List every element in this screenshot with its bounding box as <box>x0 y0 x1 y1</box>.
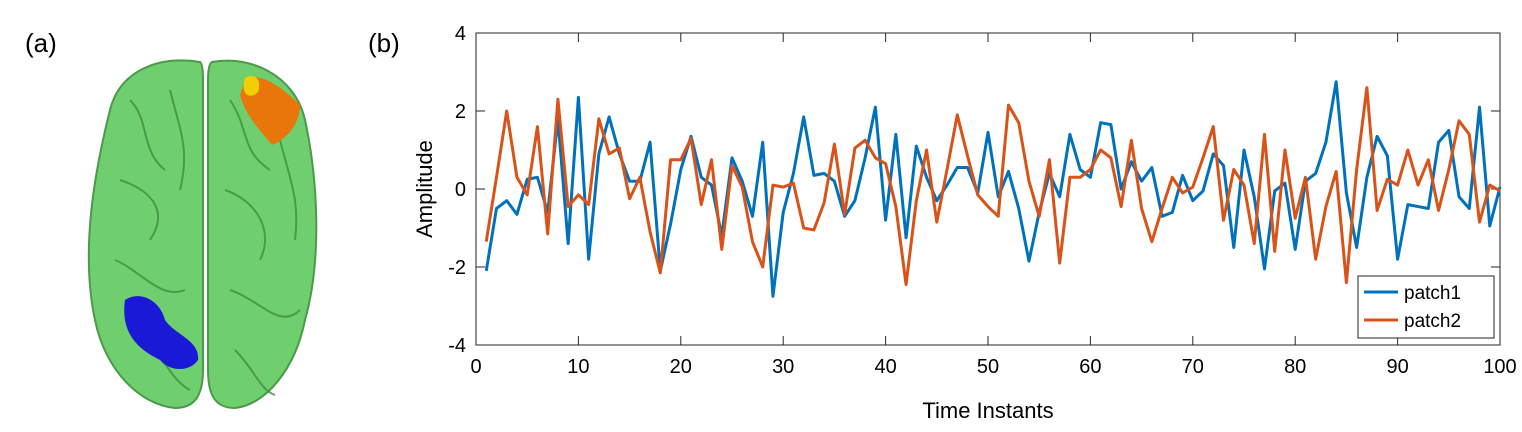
brain-image <box>87 59 318 410</box>
x-tick-label: 50 <box>977 356 999 378</box>
y-tick-label: 0 <box>455 179 466 201</box>
legend-label: patch2 <box>1404 311 1461 332</box>
y-tick-label: 4 <box>455 23 466 45</box>
x-tick-label: 10 <box>567 356 589 378</box>
legend-label: patch1 <box>1404 283 1461 304</box>
x-tick-label: 100 <box>1483 356 1516 378</box>
legend-box <box>1357 275 1495 339</box>
x-axis-label: Time Instants <box>922 398 1053 423</box>
x-tick-label: 70 <box>1182 356 1204 378</box>
x-tick-label: 30 <box>772 356 794 378</box>
y-tick-label: -4 <box>448 335 466 357</box>
panel-label: (a) <box>25 28 57 58</box>
y-axis-label: Amplitude <box>412 140 437 238</box>
x-tick-label: 60 <box>1079 356 1101 378</box>
x-tick-label: 80 <box>1284 356 1306 378</box>
x-tick-label: 40 <box>874 356 896 378</box>
series-line <box>484 86 1501 287</box>
x-tick-label: 20 <box>670 356 692 378</box>
y-tick-label: -2 <box>448 257 466 279</box>
series-line <box>484 80 1502 298</box>
legend: patch1 patch2 <box>1357 275 1495 339</box>
x-tick-label: 0 <box>470 356 481 378</box>
y-tick-label: 2 <box>455 101 466 123</box>
x-tick-label: 90 <box>1386 356 1408 378</box>
panel-label: (b) <box>368 28 400 58</box>
plot-area <box>475 32 1501 346</box>
